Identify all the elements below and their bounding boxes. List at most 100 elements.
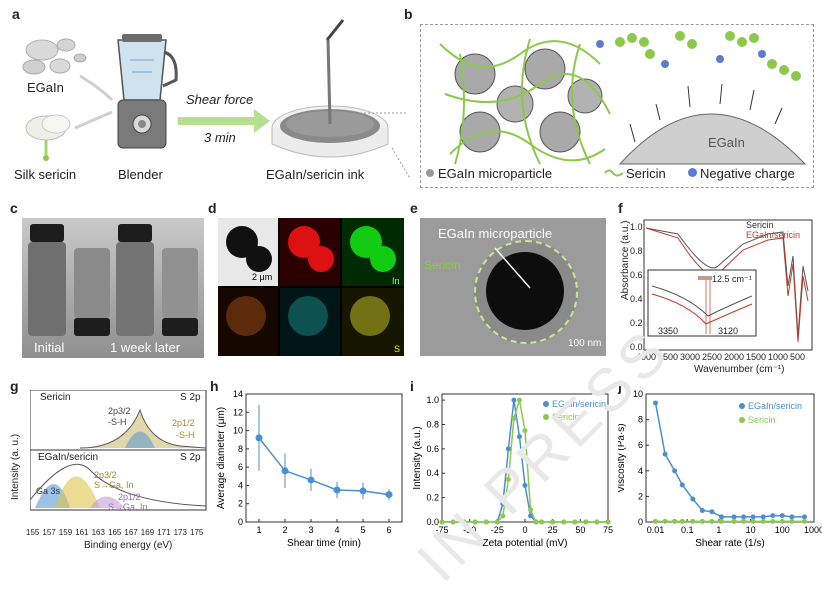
chart-h-ytick-label: 12 [233,407,243,417]
xps-top-p12: 2p1/2 [172,418,195,428]
silk-sericin-label: Silk sericin [14,167,77,182]
xps-bottom-tag: S 2p [180,452,201,463]
panel-label-c: c [10,200,18,216]
xps-xtick-label: 165 [108,528,122,537]
legend-negative: Negative charge [700,166,795,181]
eds-maps [218,218,404,356]
chart-j-legend-label: EGaIn/sericin [748,401,802,411]
chart-i-frame [441,393,609,523]
ftir-xtick-label: 1500 [746,352,767,362]
xps-xtick-label: 169 [140,528,155,537]
microparticle-legend-icon [426,169,434,177]
chart-i-point [605,519,611,525]
chart-i-ytick-label: 0.0 [426,517,439,527]
chart-j-point [750,514,756,520]
eds-s-label: S [394,344,401,354]
tem-scale-label: 100 nm [568,338,602,349]
chart-j-point [731,514,737,520]
chart-i-line [442,399,608,523]
chart-i-point [494,519,500,525]
ftir-ytick-label: 0.4 [630,294,643,304]
chart-j-point [653,518,659,524]
panel-label-h: h [210,378,219,394]
chart-j-point [731,518,737,524]
chart-j-point [679,518,685,524]
chart-i-point [505,446,511,452]
chart-j-legend-marker [739,403,745,409]
chart-i-line [442,399,608,523]
egain-droplets-icon [22,38,87,75]
chart-h-ytick-label: 14 [233,389,243,399]
ftir-xtick-label: 3000 [680,352,701,362]
chart-j-point [779,513,785,519]
chart-j-point [779,518,785,524]
chart-j-line [654,402,805,518]
chart-i-point [528,507,534,513]
chart-j-point [690,518,696,524]
chart-j-point [679,482,685,488]
panel-label-i: i [410,378,414,394]
chart-j-point [699,507,705,513]
chart-i-point [561,519,567,525]
xps-ga3s: Ga 3s [36,486,61,496]
xps-top-title: Sericin [40,392,71,403]
chart-j-point [662,518,668,524]
chart-j-ytick-label: 2 [638,491,643,501]
chart-h-point [281,467,289,475]
chart-i-point [461,519,467,525]
chart-j-ytick-label: 8 [638,415,643,425]
chart-i-xlabel: Zeta potential (mV) [482,538,567,549]
chart-i-ytick-label: 0.2 [426,493,439,503]
chart-j-point [760,514,766,520]
chart-j-point [741,518,747,524]
ftir-xtick-label: 3500 [658,352,679,362]
chart-i-point [500,513,506,519]
chart-i-ylabel: Intensity (a.u.) [412,426,423,489]
chart-i-point [528,513,534,519]
chart-i-ytick-label: 1.0 [426,395,439,405]
chart-i-xtick-label: 75 [603,525,613,535]
panel-label-e: e [410,200,418,216]
chart-i-point [594,519,600,525]
chart-h-xtick-label: 4 [334,525,339,535]
xps-xtick-label: 155 [26,528,40,537]
xps-bot-sgain: S→Ga, In [94,480,134,490]
chart-j-xtick-label: 100 [775,525,790,535]
xps-bottom-title: EGaIn/sericin [38,452,99,463]
ftir-xtick-label: 500 [790,352,806,362]
chart-i-xtick-label: 0 [522,525,527,535]
xps-bot-p32: 2p3/2 [94,470,117,480]
chart-j-point [709,518,715,524]
chart-h-ytick-label: 4 [238,480,243,490]
xps-xtick-label: 167 [124,528,138,537]
chart-j-point [741,514,747,520]
chart-i-point [505,476,511,482]
chart-h-ytick-label: 8 [238,444,243,454]
chart-i-point [516,397,522,403]
panel-label-a: a [12,6,20,22]
chart-h-point [333,486,341,494]
tem-particle-label: EGaIn microparticle [438,226,553,241]
chart-j-point [801,514,807,520]
chart-j-ytick-label: 0 [638,517,643,527]
chart-j-point [770,518,776,524]
xps-xtick-label: 173 [173,528,187,537]
xps-xlabel: Binding energy (eV) [84,540,173,551]
chart-i-point [522,482,528,488]
xps-bot-sgain2: S→Ga, In [108,502,148,512]
xps-xtick-label: 175 [190,528,204,537]
chart-j-xtick-label: 1000 [804,525,822,535]
silk-cocoon-icon [25,114,71,161]
ftir-xtick-label: 2500 [702,352,723,362]
ftir-legend-ink: EGaIn/sericin [746,230,801,240]
chart-i-point [439,519,445,525]
chart-i-point [539,519,545,525]
chart-j-legend-marker [739,417,745,423]
blender-icon [117,34,178,149]
chart-j-ytick-label: 10 [633,389,643,399]
xps-xtick-label: 157 [42,528,56,537]
chart-j-point [672,518,678,524]
chart-h-point [307,476,315,484]
xps-top-sh: -S-H [108,417,127,427]
chart-i-ytick-label: 0.8 [426,419,439,429]
